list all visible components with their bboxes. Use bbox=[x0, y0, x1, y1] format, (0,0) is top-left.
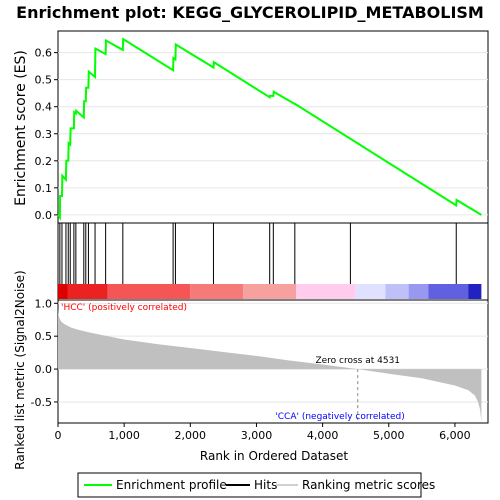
x-tick-label: 0 bbox=[55, 429, 62, 442]
es-plot-frame bbox=[57, 30, 489, 224]
hits-panel bbox=[57, 222, 489, 301]
heatmap-band bbox=[296, 284, 356, 299]
metric-x-ticks: 0 1,000 2,000 3,000 4,000 5,000 6,000 bbox=[55, 423, 471, 442]
heatmap-band bbox=[428, 284, 469, 299]
es-y-tick-label: 0.6 bbox=[35, 47, 53, 60]
metric-y-axis-label: Ranked list metric (Signal2Noise) bbox=[13, 270, 27, 469]
legend-label-enrichment-profile: Enrichment profile bbox=[116, 478, 227, 492]
es-y-tick-label: 0.5 bbox=[35, 74, 53, 87]
chart-title: Enrichment plot: KEGG_GLYCEROLIPID_METAB… bbox=[16, 3, 484, 22]
legend: Enrichment profile Hits Ranking metric s… bbox=[77, 472, 435, 498]
metric-y-ticks: -0.5 0.0 0.5 1.0 bbox=[31, 297, 58, 409]
x-tick-label: 4,000 bbox=[307, 429, 339, 442]
metric-y-tick-label: 0.0 bbox=[35, 363, 53, 376]
metric-y-tick-label: -0.5 bbox=[31, 396, 52, 409]
heatmap-band bbox=[468, 284, 482, 299]
x-tick-label: 6,000 bbox=[439, 429, 471, 442]
metric-y-tick-label: 1.0 bbox=[35, 297, 53, 310]
legend-label-hits: Hits bbox=[254, 478, 277, 492]
heatmap-band bbox=[107, 284, 191, 299]
es-y-tick-label: 0.3 bbox=[35, 128, 53, 141]
ranking-heatmap-bar bbox=[58, 284, 482, 299]
heatmap-band bbox=[243, 284, 297, 299]
es-y-tick-label: 0.1 bbox=[35, 182, 53, 195]
metric-y-tick-label: 0.5 bbox=[35, 330, 53, 343]
metric-panel: Zero cross at 4531 'HCC' (positively cor… bbox=[13, 270, 489, 470]
es-y-ticks: 0.0 0.1 0.2 0.3 0.4 0.5 0.6 bbox=[35, 47, 58, 222]
positive-correlation-label: 'HCC' (positively correlated) bbox=[61, 303, 187, 313]
es-panel: 0.0 0.1 0.2 0.3 0.4 0.5 0.6 Enrichment score (… bbox=[13, 30, 489, 224]
zero-cross-label: Zero cross at 4531 bbox=[315, 356, 400, 366]
legend-frame bbox=[77, 472, 422, 498]
heatmap-band bbox=[67, 284, 108, 299]
es-y-tick-label: 0.4 bbox=[35, 101, 53, 114]
es-y-tick-label: 0.2 bbox=[35, 155, 53, 168]
heatmap-band bbox=[355, 284, 386, 299]
heatmap-band bbox=[58, 284, 68, 299]
es-y-tick-label: 0.0 bbox=[35, 209, 53, 222]
x-tick-label: 3,000 bbox=[241, 429, 273, 442]
hit-lines bbox=[59, 223, 457, 284]
heatmap-band bbox=[190, 284, 244, 299]
x-tick-label: 5,000 bbox=[373, 429, 405, 442]
heatmap-band bbox=[408, 284, 429, 299]
x-axis-label: Rank in Ordered Dataset bbox=[200, 449, 348, 463]
es-y-axis-label: Enrichment score (ES) bbox=[13, 50, 29, 206]
x-tick-label: 1,000 bbox=[108, 429, 140, 442]
x-tick-label: 2,000 bbox=[175, 429, 207, 442]
negative-correlation-label: 'CCA' (negatively correlated) bbox=[275, 412, 404, 422]
enrichment-profile-line bbox=[57, 37, 482, 221]
legend-label-ranking-metric: Ranking metric scores bbox=[302, 478, 435, 492]
es-grid bbox=[58, 52, 488, 216]
heatmap-band bbox=[385, 284, 409, 299]
ranking-metric-area bbox=[58, 306, 482, 422]
